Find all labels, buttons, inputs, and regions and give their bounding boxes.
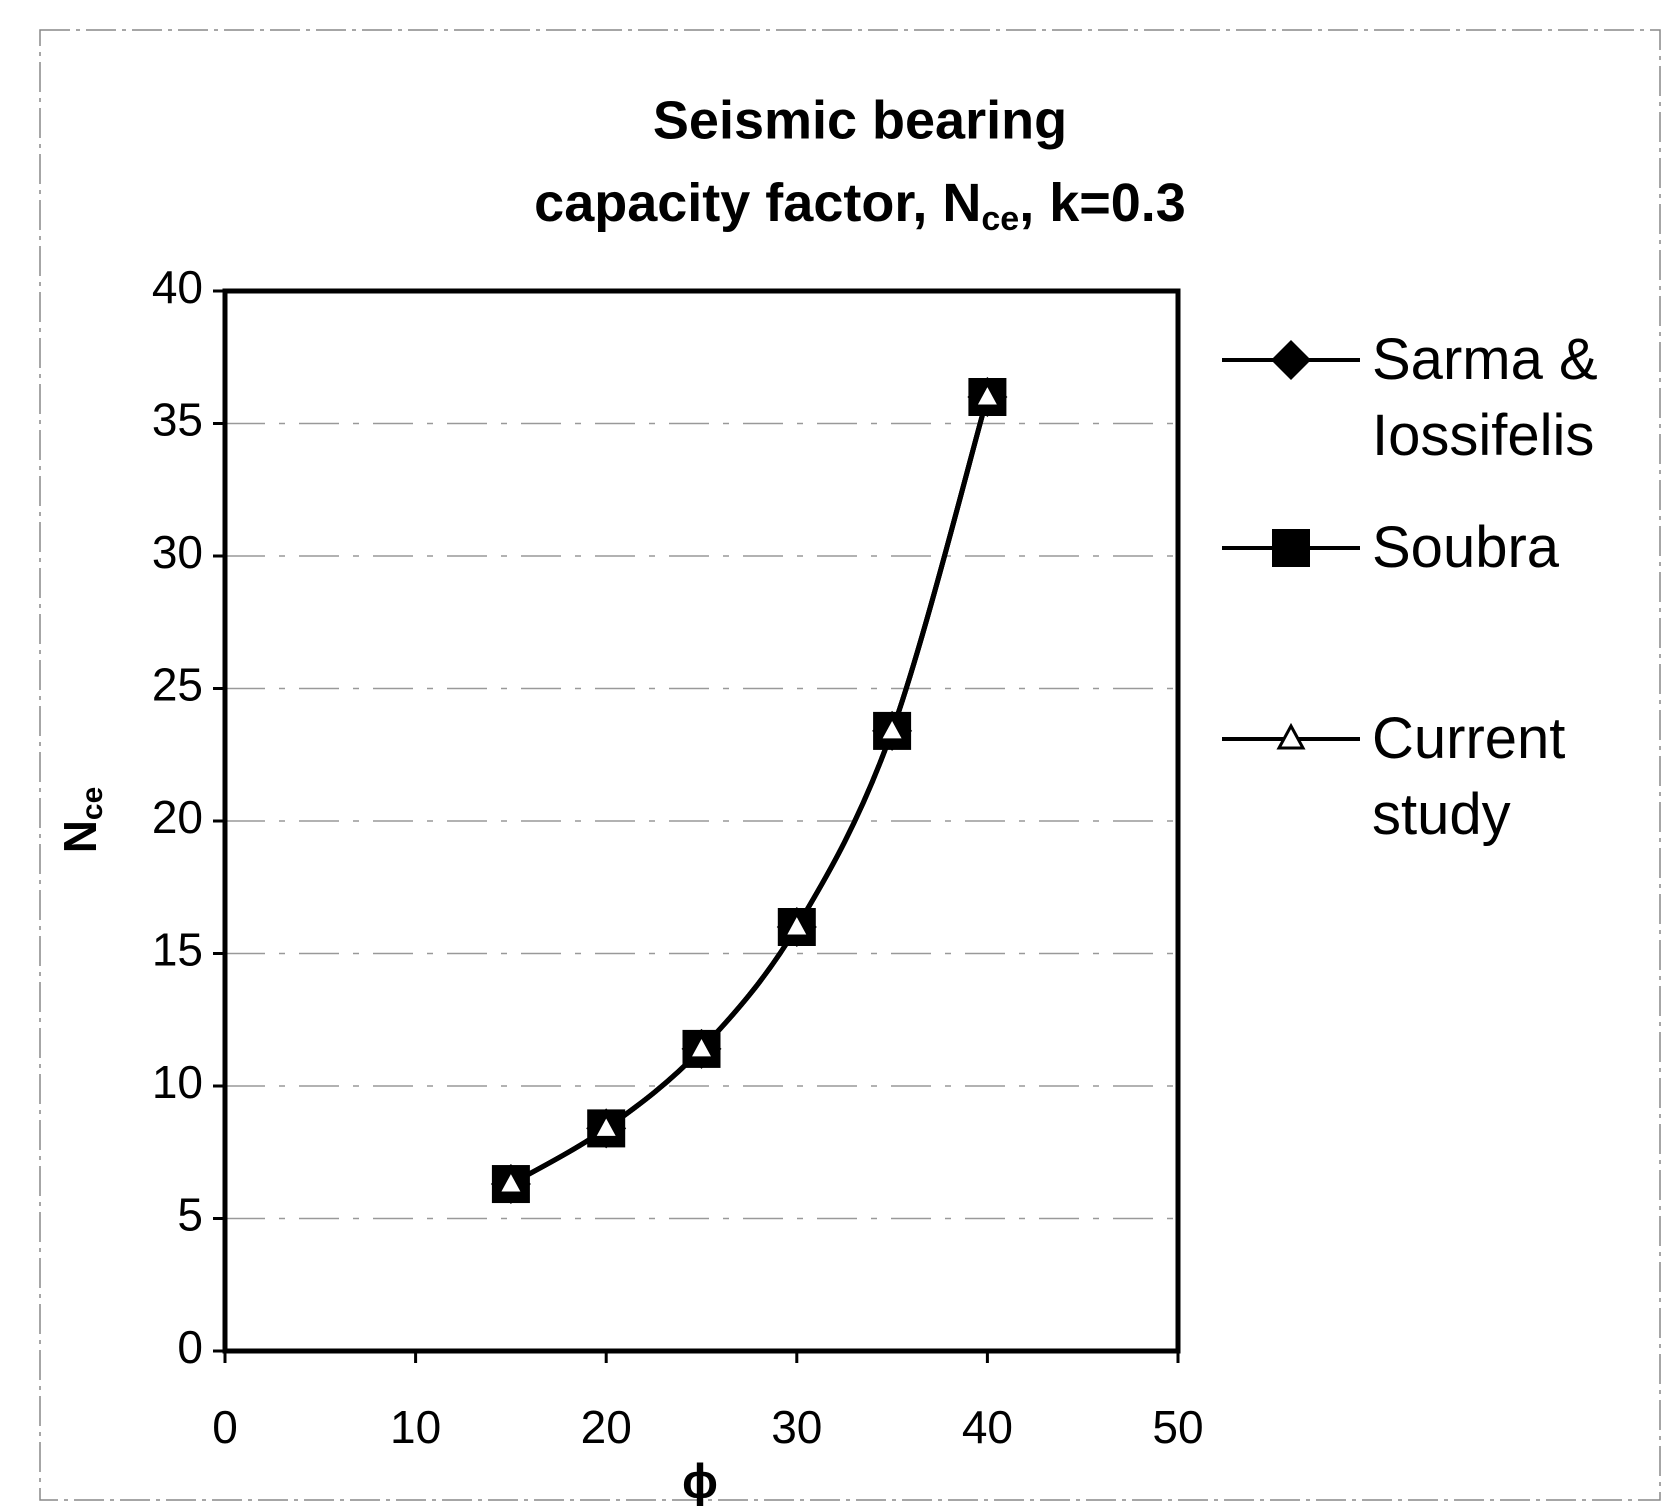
- y-axis-label-sub: ce: [76, 787, 109, 820]
- marker: [1271, 340, 1311, 380]
- y-tick-label: 15: [152, 924, 203, 976]
- x-tick-label: 30: [771, 1401, 822, 1453]
- legend-label: Current study: [1372, 706, 1566, 847]
- chart-title: Seismic bearing: [653, 90, 1067, 150]
- y-tick-label: 35: [152, 394, 203, 446]
- legend-label: Soubra: [1372, 515, 1560, 580]
- plot-area: [222, 288, 1181, 1354]
- y-tick-label: 10: [152, 1056, 203, 1108]
- marker: [496, 1167, 526, 1195]
- marker: [972, 380, 1002, 408]
- marker: [782, 910, 812, 938]
- marker: [1276, 722, 1306, 750]
- x-tick-label: 20: [581, 1401, 632, 1453]
- x-tick-label: 0: [212, 1401, 238, 1453]
- frame: [39, 29, 1661, 1501]
- y-tick-label: 20: [152, 791, 203, 843]
- y-tick-label: 0: [177, 1321, 203, 1373]
- chart-title: capacity factor, Nce, k=0.3: [534, 173, 1186, 238]
- x-axis-label: ϕ: [682, 1456, 718, 1506]
- marker: [591, 1112, 621, 1139]
- y-tick-label: 5: [177, 1189, 203, 1241]
- y-axis-label: N: [54, 820, 106, 853]
- chart-title-sub: ce: [981, 200, 1019, 238]
- x-tick-label: 40: [962, 1401, 1013, 1453]
- y-axis-label: Nce: [54, 787, 109, 854]
- marker: [877, 714, 907, 742]
- series-line: [509, 396, 990, 1187]
- marker: [1272, 529, 1310, 567]
- marker: [686, 1032, 717, 1060]
- legend-label: Sarma & Iossifelis: [1372, 327, 1598, 468]
- y-tick-label: 40: [152, 261, 203, 313]
- x-tick-label: 10: [390, 1401, 441, 1453]
- series-line: [509, 396, 990, 1187]
- chart-title: , k=0.3: [1019, 173, 1186, 233]
- chart-title: capacity factor, N: [534, 173, 981, 233]
- x-tick-label: 50: [1152, 1401, 1203, 1453]
- series-line: [509, 396, 990, 1187]
- y-tick-label: 30: [152, 526, 203, 578]
- y-tick-label: 25: [152, 659, 203, 711]
